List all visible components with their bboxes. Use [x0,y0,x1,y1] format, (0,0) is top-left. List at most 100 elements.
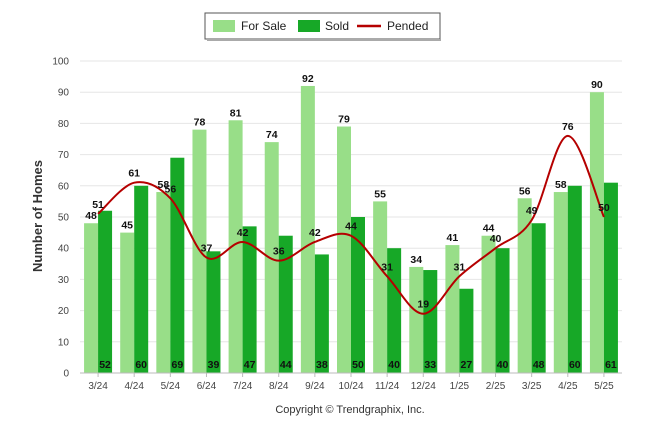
bar-for-sale[interactable] [373,201,388,373]
sold-value-label: 60 [135,359,147,371]
pended-value-label: 50 [598,202,610,214]
legend-swatch-for-sale [213,20,235,32]
legend-label-sold: Sold [325,19,349,33]
pended-value-label: 36 [273,246,285,258]
sold-value-label: 48 [533,359,545,371]
legend-label-for-sale: For Sale [241,19,287,33]
bar-for-sale[interactable] [156,192,171,373]
pended-value-label: 49 [526,205,538,217]
pended-value-label: 37 [201,243,213,255]
sold-value-label: 52 [99,359,111,371]
sold-value-label: 44 [280,359,292,371]
pended-value-label: 44 [345,221,357,233]
x-tick-label: 9/24 [305,381,325,392]
bar-for-sale[interactable] [409,266,424,373]
for-sale-value-label: 79 [338,114,350,126]
sold-value-label: 39 [208,359,220,371]
axes: 0 10 20 30 40 50 60 70 80 90 100 3/24 4/24 5/24 6/24 7/… [52,57,622,392]
legend[interactable]: For Sale Sold Pended [204,12,441,41]
bar-sold[interactable] [459,288,474,373]
sold-value-label: 47 [244,359,256,371]
bar-sold[interactable] [278,235,293,373]
pended-value-label: 42 [237,227,249,239]
bar-for-sale[interactable] [337,126,351,374]
bar-for-sale[interactable] [517,198,532,373]
bar-sold[interactable] [423,270,438,373]
for-sale-value-label: 58 [555,179,567,191]
pended-value-label: 61 [128,168,140,180]
for-sale-value-label: 34 [410,254,422,266]
pended-value-label: 56 [164,183,176,195]
pended-value-label: 31 [381,261,393,273]
bar-for-sale[interactable] [589,92,604,373]
y-tick-label: 60 [58,181,70,192]
bar-sold[interactable] [242,226,257,373]
pended-value-label: 40 [490,233,502,245]
x-tick-label: 10/24 [338,381,363,392]
sold-value-label: 38 [316,359,328,371]
bars [84,85,618,374]
x-tick-label: 3/24 [88,381,108,392]
legend-label-pended: Pended [387,19,428,33]
bar-sold[interactable] [351,217,365,373]
x-tick-label: 1/25 [450,381,470,392]
bar-for-sale[interactable] [84,223,99,373]
bar-sold[interactable] [134,185,149,373]
for-sale-value-label: 90 [591,79,603,91]
y-tick-label: 70 [58,150,70,161]
sold-value-label: 27 [461,359,473,371]
sold-value-label: 50 [352,359,364,371]
for-sale-value-label: 56 [519,185,531,197]
pended-line[interactable] [97,134,605,315]
bar-sold[interactable] [531,223,546,373]
sold-value-label: 33 [424,359,436,371]
for-sale-value-label: 74 [266,129,278,141]
y-tick-label: 50 [58,213,70,224]
x-tick-label: 4/24 [124,381,144,392]
bar-for-sale[interactable] [481,235,496,373]
y-tick-label: 40 [58,244,70,255]
bar-for-sale[interactable] [228,120,243,373]
bar-for-sale[interactable] [445,245,460,373]
x-tick-label: 11/24 [375,381,400,392]
x-tick-label: 6/24 [197,381,217,392]
sold-value-label: 40 [497,359,509,371]
y-tick-label: 30 [58,275,70,286]
y-tick-label: 10 [58,337,70,348]
bar-sold[interactable] [314,254,329,373]
bar-sold[interactable] [603,182,618,373]
bar-sold[interactable] [170,157,185,373]
x-tick-label: 5/24 [161,381,181,392]
x-tick-label: 7/24 [233,381,253,392]
legend-swatch-sold [298,20,320,32]
for-sale-value-label: 48 [85,210,97,222]
bar-sold[interactable] [206,251,221,373]
pended-value-label: 76 [562,121,574,133]
x-tick-label: 4/25 [558,381,578,392]
bar-sold[interactable] [567,185,582,373]
for-sale-value-label: 55 [374,188,386,200]
x-tick-label: 8/24 [269,381,289,392]
bar-for-sale[interactable] [553,192,568,373]
bar-for-sale[interactable] [120,232,135,373]
pended-value-label: 42 [309,227,321,239]
bar-sold[interactable] [98,210,113,373]
sold-value-label: 61 [605,359,617,371]
for-sale-value-label: 41 [447,232,459,244]
bar-sold[interactable] [495,248,510,373]
sold-value-label: 40 [388,359,400,371]
sold-value-label: 60 [569,359,581,371]
for-sale-value-label: 44 [483,223,495,235]
bar-for-sale[interactable] [300,85,315,374]
x-tick-label: 2/25 [486,381,506,392]
x-tick-label: 12/24 [411,381,436,392]
for-sale-value-label: 58 [157,179,169,191]
y-tick-label: 100 [52,57,69,68]
x-tick-label: 3/25 [522,381,542,392]
for-sale-value-label: 81 [230,107,242,119]
x-tick-label: 5/25 [594,381,614,392]
sold-value-label: 69 [171,359,183,371]
y-tick-label: 80 [58,119,70,130]
y-tick-label: 0 [63,369,69,380]
